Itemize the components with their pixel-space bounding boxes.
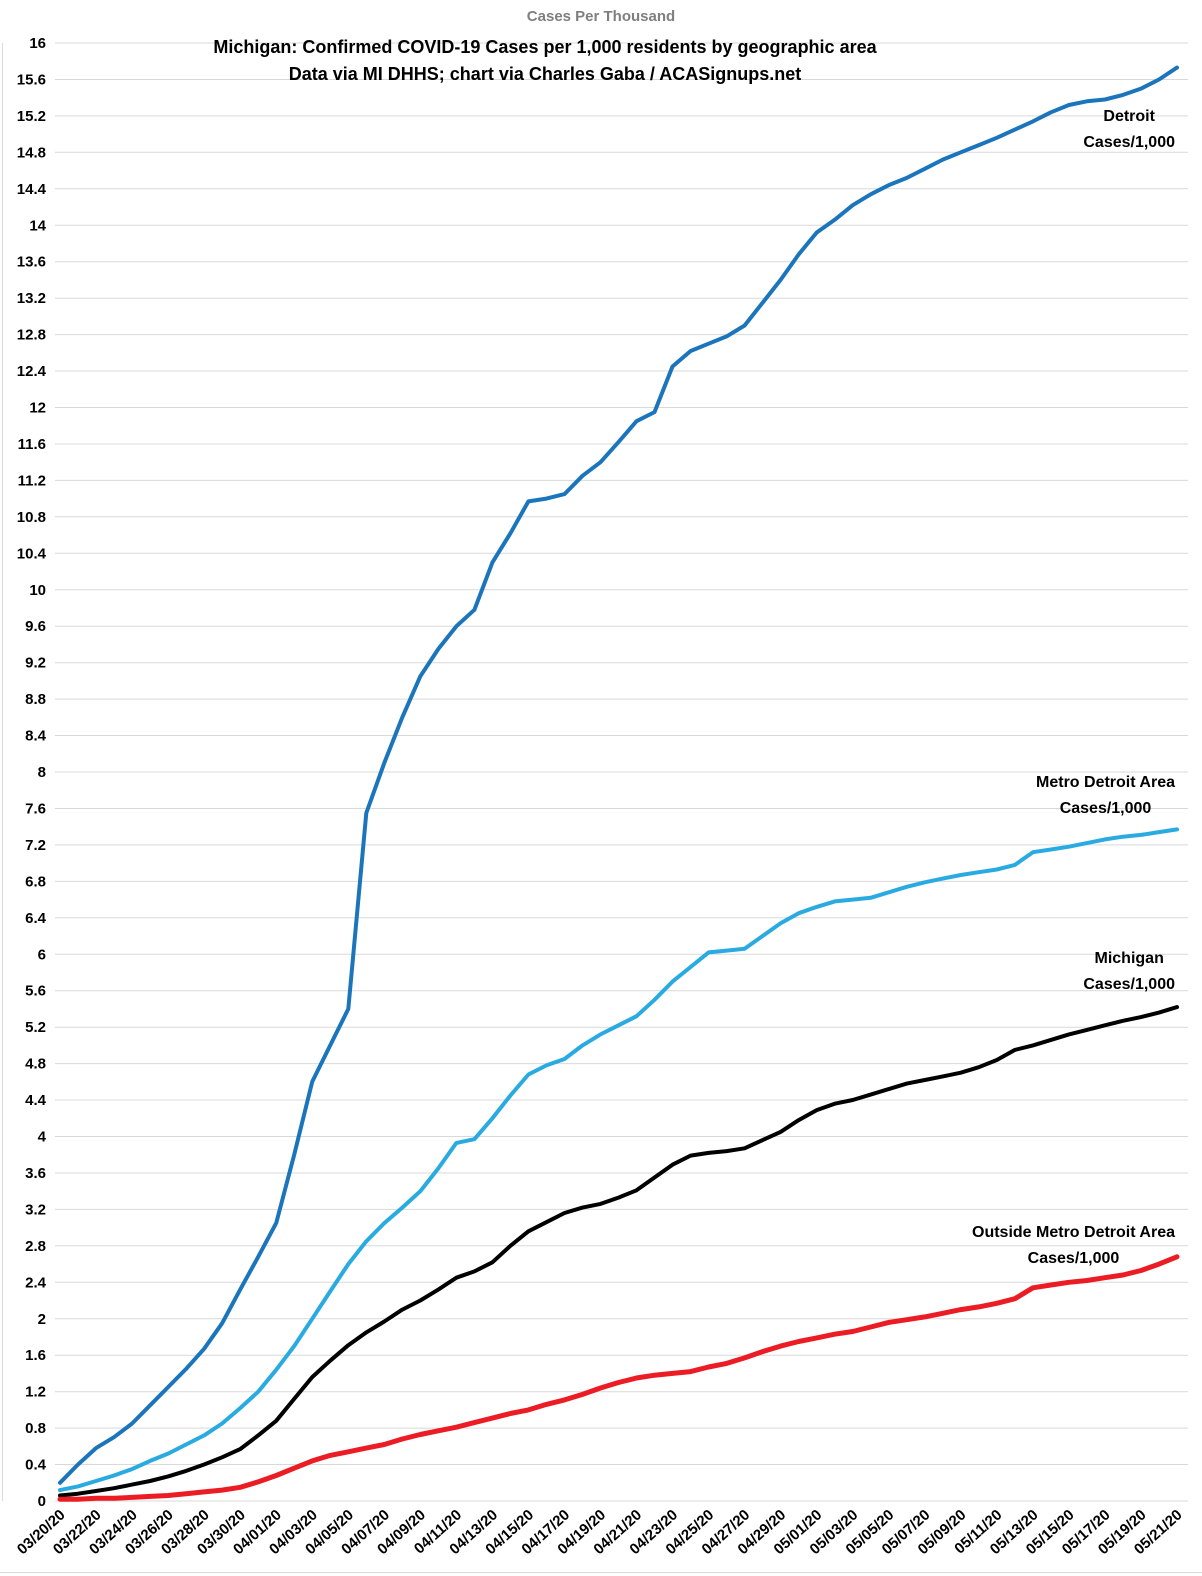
y-tick-label: 5.2 bbox=[25, 1019, 46, 1036]
y-tick-label: 15.2 bbox=[17, 108, 46, 125]
x-axis-tick-labels: 03/20/2003/22/2003/24/2003/26/2003/28/20… bbox=[14, 1506, 1186, 1558]
y-tick-label: 12.8 bbox=[17, 327, 46, 344]
y-tick-label: 12.4 bbox=[17, 363, 47, 380]
y-tick-label: 10.4 bbox=[17, 545, 47, 562]
series-label-metro-detroit-line-2: Cases/1,000 bbox=[1059, 800, 1152, 817]
outside-metro-detroit-line bbox=[57, 1254, 1180, 1502]
y-tick-label: 11.2 bbox=[18, 472, 46, 489]
y-tick-label: 2.8 bbox=[25, 1238, 46, 1255]
series-label-detroit: Detroit Cases/1,000 bbox=[1083, 104, 1175, 156]
y-tick-label: 9.6 bbox=[25, 618, 46, 635]
y-tick-label: 11.6 bbox=[18, 436, 46, 453]
y-tick-label: 8.8 bbox=[25, 691, 46, 708]
detroit-line bbox=[58, 65, 1179, 1485]
y-tick-label: 4 bbox=[38, 1129, 47, 1146]
y-tick-label: 4.4 bbox=[25, 1092, 47, 1109]
y-tick-label: 6.4 bbox=[25, 910, 47, 927]
y-tick-label: 10 bbox=[29, 582, 46, 599]
y-tick-label: 13.2 bbox=[17, 290, 46, 307]
y-tick-label: 5.6 bbox=[25, 983, 46, 1000]
y-tick-label: 7.2 bbox=[25, 837, 46, 854]
y-tick-label: 9.2 bbox=[25, 655, 46, 672]
y-tick-label: 1.2 bbox=[25, 1384, 46, 1401]
y-tick-label: 0 bbox=[38, 1493, 46, 1510]
series-label-metro-detroit: Metro Detroit Area Cases/1,000 bbox=[1036, 770, 1175, 822]
series-lines bbox=[57, 65, 1180, 1502]
series-label-michigan-line-2: Cases/1,000 bbox=[1083, 976, 1175, 993]
series-label-metro-detroit-line-1: Metro Detroit Area bbox=[1036, 774, 1175, 791]
series-label-detroit-line-1: Detroit bbox=[1103, 108, 1155, 125]
y-axis-tick-labels: 0 0.4 0.8 1.2 1.6 2 2.4 2.8 3.2 3.6 4 4.4 4.8 5.2 5.6 6… bbox=[17, 35, 47, 1510]
y-tick-label: 14.8 bbox=[17, 144, 46, 161]
series-label-michigan: Michigan Cases/1,000 bbox=[1083, 946, 1175, 998]
y-gridlines bbox=[55, 42, 1188, 1502]
michigan-line bbox=[58, 1005, 1179, 1498]
metro-detroit-line bbox=[58, 827, 1179, 1493]
y-tick-label: 2 bbox=[38, 1311, 46, 1328]
y-tick-label: 16 bbox=[29, 35, 46, 52]
chart-title-line-1: Michigan: Confirmed COVID-19 Cases per 1… bbox=[213, 37, 877, 57]
y-tick-label: 3.2 bbox=[25, 1201, 46, 1218]
y-tick-label: 14 bbox=[29, 217, 46, 234]
series-label-detroit-line-2: Cases/1,000 bbox=[1083, 134, 1175, 151]
y-tick-label: 1.6 bbox=[25, 1347, 46, 1364]
y-tick-label: 13.6 bbox=[17, 254, 46, 271]
y-tick-label: 7.6 bbox=[25, 801, 46, 818]
y-tick-label: 15.6 bbox=[17, 72, 46, 89]
series-label-outside-metro-detroit: Outside Metro Detroit Area Cases/1,000 bbox=[972, 1220, 1175, 1272]
y-tick-label: 8.4 bbox=[25, 728, 47, 745]
y-tick-label: 3.6 bbox=[25, 1165, 46, 1182]
y-tick-label: 14.4 bbox=[17, 181, 47, 198]
series-label-outside-metro-detroit-line-2: Cases/1,000 bbox=[1027, 1250, 1120, 1267]
y-tick-label: 0.4 bbox=[25, 1457, 47, 1474]
y-tick-label: 4.8 bbox=[25, 1056, 46, 1073]
series-label-outside-metro-detroit-line-1: Outside Metro Detroit Area bbox=[972, 1224, 1175, 1241]
chart-title-line-2: Data via MI DHHS; chart via Charles Gaba… bbox=[288, 64, 802, 84]
y-tick-label: 8 bbox=[38, 764, 46, 781]
y-tick-label: 10.8 bbox=[17, 509, 46, 526]
y-tick-label: 6.8 bbox=[25, 873, 46, 890]
y-tick-label: 2.4 bbox=[25, 1274, 47, 1291]
chart-axis-title: Cases Per Thousand bbox=[526, 8, 676, 25]
y-tick-label: 12 bbox=[29, 400, 46, 417]
y-tick-label: 0.8 bbox=[25, 1420, 46, 1437]
y-tick-label: 6 bbox=[38, 946, 46, 963]
chart-title: Michigan: Confirmed COVID-19 Cases per 1… bbox=[40, 34, 1050, 88]
series-label-michigan-line-1: Michigan bbox=[1094, 950, 1164, 967]
